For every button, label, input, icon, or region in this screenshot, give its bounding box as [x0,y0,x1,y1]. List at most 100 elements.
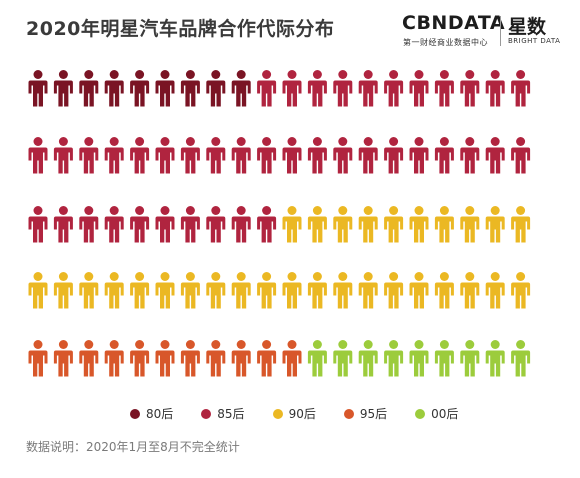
xingshu-logo: 星数 [508,16,547,38]
person-icon [155,137,175,174]
person-icon [257,340,277,377]
person-icon [28,70,48,107]
person-icon [28,272,48,309]
person-icon [409,340,429,377]
person-icon [485,340,505,377]
person-icon [282,70,302,107]
person-icon [257,137,277,174]
person-icon [28,340,48,377]
person-icon [333,272,353,309]
person-icon [460,340,480,377]
xingshu-subtitle: BRIGHT DATA [508,37,561,45]
person-icon [104,206,124,243]
person-icon [460,137,480,174]
person-icon [358,70,378,107]
person-icon [409,206,429,243]
person-icon [307,340,327,377]
person-icon [307,206,327,243]
person-icon [434,272,454,309]
legend-swatch [343,408,354,419]
person-icon [384,137,404,174]
chart-title: 2020年明星汽车品牌合作代际分布 [26,18,335,40]
person-icon [384,272,404,309]
person-icon [180,272,200,309]
person-icon [434,206,454,243]
person-icon [53,137,73,174]
person-icon [460,272,480,309]
person-icon [155,206,175,243]
person-icon [511,70,531,107]
person-icon [79,340,99,377]
legend-label: 00后 [431,407,459,421]
legend-label: 95后 [359,407,388,421]
person-icon [104,70,124,107]
legend-label: 90后 [288,407,316,421]
person-icon [282,137,302,174]
cbndata-logo: CBNDATA [402,12,506,34]
person-icon [180,340,200,377]
brand-logo: CBNDATA 第一财经商业数据中心 星数 BRIGHT DATA [402,12,560,48]
person-icon [307,70,327,107]
person-icon [384,340,404,377]
person-icon [28,137,48,174]
person-icon [155,272,175,309]
person-icon [485,70,505,107]
legend-swatch [415,408,426,419]
person-icon [79,272,99,309]
person-icon [333,137,353,174]
person-icon [434,340,454,377]
legend-swatch [130,408,140,419]
person-icon [384,206,404,243]
person-icon [358,272,378,309]
person-icon [460,206,480,243]
person-icon [409,272,429,309]
person-icon [358,340,378,377]
person-icon [79,70,99,107]
legend-item: 95后 [343,405,388,422]
person-icon [485,272,505,309]
cbndata-subtitle: 第一财经商业数据中心 [403,38,488,47]
legend-label: 80后 [146,407,174,421]
person-icon [511,137,531,174]
legend-item: 00后 [415,405,458,422]
legend-item: 85后 [201,405,245,422]
person-icon [231,70,251,107]
person-icon [282,340,302,377]
person-icon [180,137,200,174]
person-icon [358,206,378,243]
person-icon [231,206,251,243]
person-icon [333,70,353,107]
legend-item: 90后 [272,405,316,422]
legend-swatch [201,408,212,419]
person-icon [130,272,150,309]
person-icon [511,206,531,243]
legend-item: 80后 [130,405,173,422]
person-icon [511,272,531,309]
person-icon [257,70,277,107]
person-icon [206,340,226,377]
person-icon [53,340,73,377]
person-icon [206,206,226,243]
person-icon [130,137,150,174]
person-icon [155,340,175,377]
person-icon [231,137,251,174]
person-icon [434,70,454,107]
person-icon [231,340,251,377]
person-icon [53,206,73,243]
person-icon [333,206,353,243]
person-icon [485,206,505,243]
person-icon [53,272,73,309]
person-icon [206,272,226,309]
person-icon [79,137,99,174]
person-icon [358,137,378,174]
person-icon [511,340,531,377]
person-icon [79,206,99,243]
person-icon [282,272,302,309]
person-icon [434,137,454,174]
person-icon [130,70,150,107]
person-icon [485,137,505,174]
data-note: 数据说明：2020年1月至8月不完全统计 [26,440,240,454]
pictogram-chart [28,70,531,377]
person-icon [409,70,429,107]
person-icon [257,272,277,309]
